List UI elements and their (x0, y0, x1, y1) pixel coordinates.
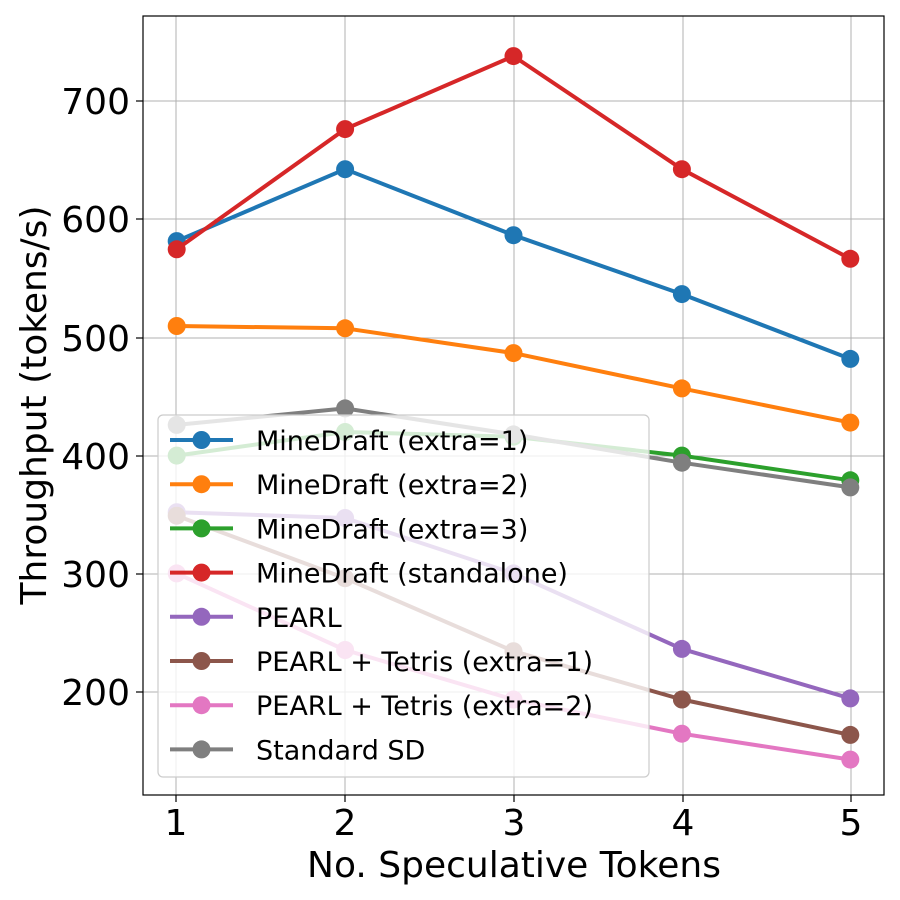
y-tick-label-500: 500 (61, 319, 130, 360)
legend-frame (157, 414, 650, 778)
legend-entry-minedraft-extra-1: MineDraft (extra=1) (170, 426, 528, 457)
data-point-pearl-x5 (841, 689, 860, 708)
y-axis-label: Throughput (tokens/s) (14, 206, 55, 606)
legend-swatch-marker-minedraft-extra-2 (192, 475, 211, 494)
data-point-minedraft-standalone-x3 (504, 47, 523, 66)
data-point-pearl-tetris-extra-1-x4 (672, 690, 691, 709)
data-point-minedraft-extra-1-x3 (504, 226, 523, 245)
legend-swatch-marker-pearl (192, 607, 211, 626)
legend-label-standard-sd: Standard SD (256, 735, 425, 766)
data-point-minedraft-standalone-x4 (672, 160, 691, 179)
legend-label-pearl-tetris-extra-2: PEARL + Tetris (extra=2) (256, 691, 593, 722)
x-tick-marks (175, 795, 852, 802)
legend-entry-pearl-tetris-extra-1: PEARL + Tetris (extra=1) (170, 647, 593, 678)
legend-label-pearl-tetris-extra-1: PEARL + Tetris (extra=1) (256, 647, 593, 678)
data-point-minedraft-extra-2-x3 (504, 344, 523, 363)
x-tick-label-5: 5 (840, 803, 863, 844)
data-point-minedraft-extra-2-x5 (841, 413, 860, 432)
y-tick-label-400: 400 (61, 437, 130, 478)
legend-swatch-marker-pearl-tetris-extra-1 (192, 652, 211, 670)
data-point-pearl-x4 (672, 639, 691, 658)
data-point-pearl-tetris-extra-2-x4 (672, 724, 691, 743)
data-point-pearl-tetris-extra-1-x5 (841, 725, 860, 744)
data-point-minedraft-extra-2-x2 (336, 319, 355, 338)
x-axis-label: No. Speculative Tokens (307, 845, 721, 886)
series-minedraft-extra-2 (167, 317, 860, 432)
legend-label-minedraft-standalone: MineDraft (standalone) (256, 559, 568, 590)
legend-swatch-marker-minedraft-extra-3 (192, 519, 211, 538)
x-tick-labels: 1 2 3 4 5 (165, 803, 863, 844)
series-minedraft-standalone (167, 47, 860, 268)
y-tick-label-200: 200 (61, 673, 130, 714)
data-point-minedraft-standalone-x5 (841, 249, 860, 268)
legend: MineDraft (extra=1) MineDraft (extra=2) Mi… (157, 414, 650, 778)
y-tick-marks (136, 100, 143, 693)
legend-entry-standard-sd: Standard SD (170, 735, 425, 766)
data-point-pearl-tetris-extra-2-x5 (841, 750, 860, 769)
data-point-minedraft-standalone-x1 (167, 240, 186, 259)
legend-label-minedraft-extra-2: MineDraft (extra=2) (256, 470, 528, 501)
legend-swatch-marker-pearl-tetris-extra-2 (192, 696, 211, 715)
legend-entry-minedraft-extra-3: MineDraft (extra=3) (170, 514, 528, 545)
legend-label-minedraft-extra-1: MineDraft (extra=1) (256, 426, 528, 457)
data-point-minedraft-extra-2-x1 (167, 317, 186, 335)
legend-entries: MineDraft (extra=1) MineDraft (extra=2) Mi… (170, 426, 593, 766)
data-point-standard-sd-x5 (841, 478, 860, 497)
legend-swatch-marker-minedraft-extra-1 (192, 431, 211, 449)
data-point-minedraft-extra-2-x4 (672, 379, 691, 398)
legend-entry-minedraft-extra-2: MineDraft (extra=2) (170, 470, 528, 501)
x-tick-label-3: 3 (503, 803, 526, 844)
data-point-minedraft-extra-1-x5 (841, 349, 860, 368)
data-point-standard-sd-x4 (672, 453, 691, 472)
data-point-minedraft-extra-1-x4 (672, 285, 691, 304)
legend-entry-pearl: PEARL (170, 603, 342, 634)
legend-swatch-marker-minedraft-standalone (192, 563, 211, 582)
legend-label-minedraft-extra-3: MineDraft (extra=3) (256, 514, 528, 545)
data-point-minedraft-extra-1-x2 (336, 160, 355, 179)
legend-swatch-marker-standard-sd (192, 740, 211, 759)
data-point-minedraft-standalone-x2 (336, 120, 355, 139)
y-tick-label-300: 300 (61, 555, 130, 596)
x-tick-label-2: 2 (334, 803, 357, 844)
legend-entry-minedraft-standalone: MineDraft (standalone) (170, 559, 568, 590)
y-tick-labels: 200 300 400 500 600 700 (61, 82, 130, 714)
y-tick-label-600: 600 (61, 200, 130, 241)
x-tick-label-4: 4 (672, 803, 695, 844)
legend-label-pearl: PEARL (256, 603, 342, 634)
y-tick-label-700: 700 (61, 82, 130, 123)
legend-entry-pearl-tetris-extra-2: PEARL + Tetris (extra=2) (170, 691, 593, 722)
x-tick-label-1: 1 (165, 803, 188, 844)
data-point-standard-sd-x2 (336, 399, 355, 418)
